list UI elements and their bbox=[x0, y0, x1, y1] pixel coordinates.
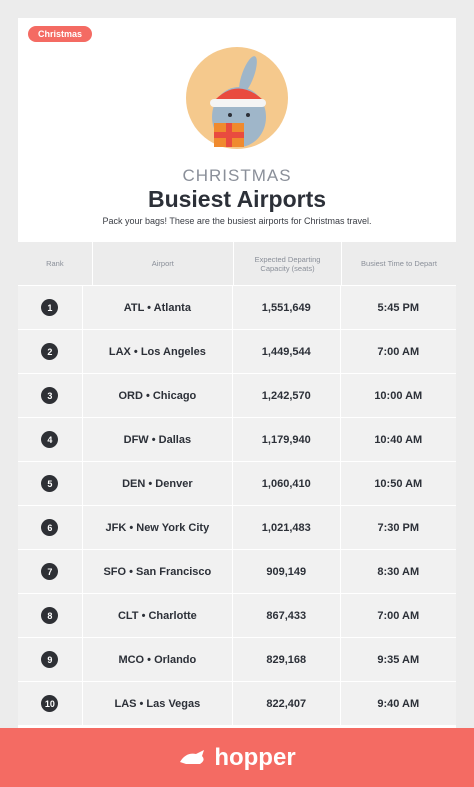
rank-cell: 5 bbox=[18, 462, 82, 505]
capacity-cell: 1,060,410 bbox=[232, 462, 340, 505]
rank-cell: 4 bbox=[18, 418, 82, 461]
capacity-cell: 829,168 bbox=[232, 638, 340, 681]
rank-cell: 3 bbox=[18, 374, 82, 417]
time-cell: 9:35 AM bbox=[339, 638, 456, 681]
rank-badge: 6 bbox=[41, 519, 59, 536]
capacity-cell: 1,242,570 bbox=[232, 374, 340, 417]
column-header: Expected Departing Capacity (seats) bbox=[233, 242, 341, 285]
table-row: 8 CLT • Charlotte 867,433 7:00 AM bbox=[18, 593, 456, 637]
table-row: 9 MCO • Orlando 829,168 9:35 AM bbox=[18, 637, 456, 681]
table-row: 6 JFK • New York City 1,021,483 7:30 PM bbox=[18, 505, 456, 549]
description: Pack your bags! These are the busiest ai… bbox=[102, 216, 372, 226]
time-cell: 7:00 AM bbox=[339, 594, 456, 637]
rank-badge: 2 bbox=[41, 343, 59, 360]
table-row: 7 SFO • San Francisco 909,149 8:30 AM bbox=[18, 549, 456, 593]
tag[interactable]: Christmas bbox=[28, 26, 93, 42]
capacity-cell: 1,021,483 bbox=[232, 506, 340, 549]
time-cell: 10:00 AM bbox=[339, 374, 456, 417]
rank-cell: 7 bbox=[18, 550, 82, 593]
rank-cell: 10 bbox=[18, 682, 82, 725]
rank-badge: 4 bbox=[41, 431, 59, 448]
airport-cell: JFK • New York City bbox=[81, 506, 232, 549]
airport-cell: LAS • Las Vegas bbox=[81, 682, 232, 725]
rank-badge: 10 bbox=[41, 695, 59, 712]
footer: hopper bbox=[0, 728, 474, 787]
rank-badge: 1 bbox=[41, 299, 59, 316]
rank-badge: 9 bbox=[41, 651, 59, 668]
column-header: Rank bbox=[46, 259, 64, 268]
column-header: Busiest Time to Depart bbox=[341, 242, 456, 285]
airport-cell: MCO • Orlando bbox=[81, 638, 232, 681]
brand: hopper bbox=[214, 743, 296, 771]
rank-badge: 8 bbox=[41, 607, 59, 624]
card: Christmas CHRISTMAS Busiest Airports Pac… bbox=[18, 18, 456, 728]
capacity-cell: 1,449,544 bbox=[232, 330, 340, 373]
title: Busiest Airports bbox=[147, 186, 327, 212]
table: Rank Airport Expected Departing Capacity (… bbox=[18, 242, 456, 725]
rank-badge: 5 bbox=[41, 475, 59, 492]
header-row: Rank Airport Expected Departing Capacity (… bbox=[18, 242, 456, 285]
time-cell: 9:40 AM bbox=[339, 682, 456, 725]
airport-cell: ATL • Atlanta bbox=[81, 286, 232, 329]
airport-cell: LAX • Los Angeles bbox=[81, 330, 232, 373]
rank-cell: 6 bbox=[18, 506, 82, 549]
capacity-cell: 822,407 bbox=[232, 682, 340, 725]
illustration bbox=[186, 47, 288, 149]
column-header: Airport bbox=[91, 242, 233, 285]
rank-cell: 9 bbox=[18, 638, 82, 681]
time-cell: 5:45 PM bbox=[339, 286, 456, 329]
capacity-cell: 909,149 bbox=[232, 550, 340, 593]
subtitle: CHRISTMAS bbox=[182, 166, 292, 185]
table-row: 4 DFW • Dallas 1,179,940 10:40 AM bbox=[18, 417, 456, 461]
table-row: 10 LAS • Las Vegas 822,407 9:40 AM bbox=[18, 681, 456, 725]
rank-cell: 2 bbox=[18, 330, 82, 373]
time-cell: 10:50 AM bbox=[339, 462, 456, 505]
logo-icon bbox=[180, 749, 205, 764]
rank-cell: 8 bbox=[18, 594, 82, 637]
time-cell: 8:30 AM bbox=[339, 550, 456, 593]
rank-cell: 1 bbox=[18, 286, 82, 329]
time-cell: 7:00 AM bbox=[339, 330, 456, 373]
time-cell: 7:30 PM bbox=[339, 506, 456, 549]
airport-cell: DFW • Dallas bbox=[81, 418, 232, 461]
table-row: 1 ATL • Atlanta 1,551,649 5:45 PM bbox=[18, 285, 456, 329]
airport-cell: DEN • Denver bbox=[81, 462, 232, 505]
airport-cell: SFO • San Francisco bbox=[81, 550, 232, 593]
table-row: 2 LAX • Los Angeles 1,449,544 7:00 AM bbox=[18, 329, 456, 373]
capacity-cell: 1,179,940 bbox=[232, 418, 340, 461]
capacity-cell: 1,551,649 bbox=[232, 286, 340, 329]
time-cell: 10:40 AM bbox=[339, 418, 456, 461]
airport-cell: ORD • Chicago bbox=[81, 374, 232, 417]
rank-badge: 7 bbox=[41, 563, 59, 580]
capacity-cell: 867,433 bbox=[232, 594, 340, 637]
rank-badge: 3 bbox=[41, 387, 59, 404]
table-row: 5 DEN • Denver 1,060,410 10:50 AM bbox=[18, 461, 456, 505]
airport-cell: CLT • Charlotte bbox=[81, 594, 232, 637]
table-row: 3 ORD • Chicago 1,242,570 10:00 AM bbox=[18, 373, 456, 417]
